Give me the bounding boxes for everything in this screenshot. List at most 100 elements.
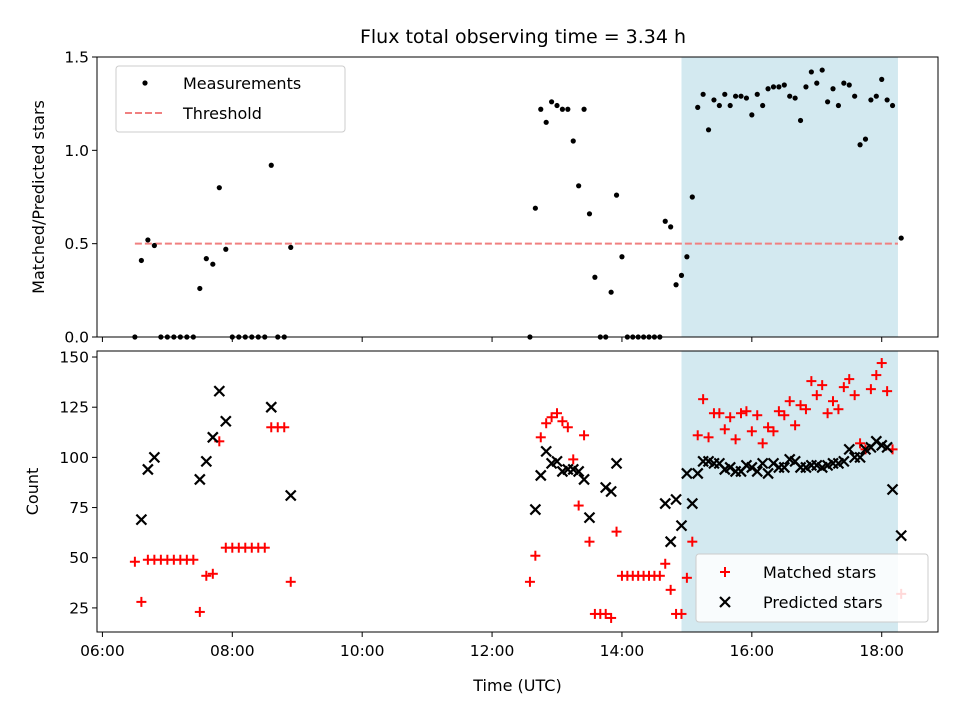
predicted-point xyxy=(583,511,596,524)
data-point xyxy=(662,218,668,224)
bottom-ticks: 06:00 08:00 10:00 12:00 14:00 16:00 18:00 25 50 7… xyxy=(59,349,904,660)
predicted-point xyxy=(265,401,278,413)
data-point xyxy=(846,82,852,88)
predicted-point xyxy=(675,519,688,532)
predicted-point xyxy=(540,445,552,458)
data-point xyxy=(586,211,593,217)
data-point xyxy=(576,183,582,189)
data-point xyxy=(532,205,538,211)
data-point xyxy=(538,106,544,112)
matched-point xyxy=(259,542,270,553)
data-point xyxy=(592,274,598,280)
y-tick-label: 0.5 xyxy=(64,235,89,253)
predicted-point xyxy=(135,513,148,526)
data-point xyxy=(814,80,820,86)
matched-point xyxy=(600,608,611,619)
matched-point xyxy=(784,396,795,407)
data-point xyxy=(689,194,695,200)
legend-marker xyxy=(142,80,148,86)
matched-point xyxy=(730,434,741,445)
matched-point xyxy=(552,408,563,419)
matched-point xyxy=(660,558,671,569)
matched-point xyxy=(849,390,860,401)
data-point xyxy=(898,235,904,241)
data-point xyxy=(889,102,896,109)
y-tick-label: 25 xyxy=(69,599,89,617)
predicted-point xyxy=(756,457,769,470)
data-point xyxy=(668,224,674,230)
matched-point xyxy=(524,576,535,587)
matched-point xyxy=(129,556,140,567)
data-point xyxy=(862,136,869,142)
data-point xyxy=(776,84,782,90)
data-point xyxy=(732,93,739,99)
data-point xyxy=(868,97,874,103)
matched-point xyxy=(530,550,541,561)
legend-label: Measurements xyxy=(183,74,301,93)
data-point xyxy=(288,244,294,250)
data-point xyxy=(787,93,793,99)
data-point xyxy=(722,91,728,97)
matched-point xyxy=(562,422,573,433)
data-point xyxy=(559,106,566,112)
data-point xyxy=(841,80,847,86)
data-point xyxy=(268,162,274,168)
matched-point xyxy=(811,390,822,401)
matched-point xyxy=(687,536,698,547)
matched-point xyxy=(698,394,709,405)
data-point xyxy=(792,95,798,101)
predicted-point xyxy=(551,455,563,468)
matched-point xyxy=(833,404,844,415)
x-tick-label: 18:00 xyxy=(859,642,904,660)
data-point xyxy=(705,127,712,133)
matched-point xyxy=(611,526,622,537)
predicted-point xyxy=(194,473,206,486)
matched-point xyxy=(855,438,866,449)
matched-point xyxy=(773,406,784,417)
data-point xyxy=(210,261,216,267)
matched-point xyxy=(579,430,590,441)
data-point xyxy=(608,289,614,295)
matched-point xyxy=(188,554,199,565)
data-point xyxy=(565,106,571,112)
data-point xyxy=(151,242,157,249)
x-tick-label: 14:00 xyxy=(600,642,645,660)
data-point xyxy=(797,117,804,124)
data-point xyxy=(695,104,701,110)
data-point xyxy=(819,67,825,73)
legend-label: Predicted stars xyxy=(763,593,883,612)
data-point xyxy=(738,93,744,99)
predicted-point xyxy=(664,535,677,548)
matched-point xyxy=(573,500,584,511)
count-points xyxy=(129,358,907,623)
matched-point xyxy=(568,454,579,465)
matched-point xyxy=(736,408,747,419)
x-tick-label: 12:00 xyxy=(470,642,515,660)
matched-point xyxy=(790,420,801,431)
data-point xyxy=(873,93,879,99)
x-tick-label: 16:00 xyxy=(729,642,774,660)
y-tick-label: 75 xyxy=(69,499,89,517)
predicted-point xyxy=(843,443,856,456)
predicted-point xyxy=(670,493,682,506)
data-point xyxy=(808,69,814,75)
legend-label: Threshold xyxy=(182,104,262,123)
data-point xyxy=(548,99,555,105)
predicted-point xyxy=(681,467,693,480)
top-axes-frame xyxy=(96,56,939,338)
matched-point xyxy=(838,382,849,393)
y-tick-label: 125 xyxy=(59,399,89,417)
matched-point xyxy=(779,410,790,421)
matched-point xyxy=(828,396,839,407)
predicted-point xyxy=(881,441,893,454)
matched-point xyxy=(876,358,887,369)
data-point xyxy=(770,84,777,90)
data-point xyxy=(830,86,836,92)
matched-point xyxy=(692,430,703,441)
top-panel: 0.0 0.5 1.0 1.5 Matched/Predicted stars Mea… xyxy=(29,49,939,347)
measurement-points xyxy=(132,67,904,340)
data-point xyxy=(824,99,831,105)
x-tick-label: 06:00 xyxy=(80,642,125,660)
data-point xyxy=(138,257,144,264)
predicted-point xyxy=(854,451,866,464)
